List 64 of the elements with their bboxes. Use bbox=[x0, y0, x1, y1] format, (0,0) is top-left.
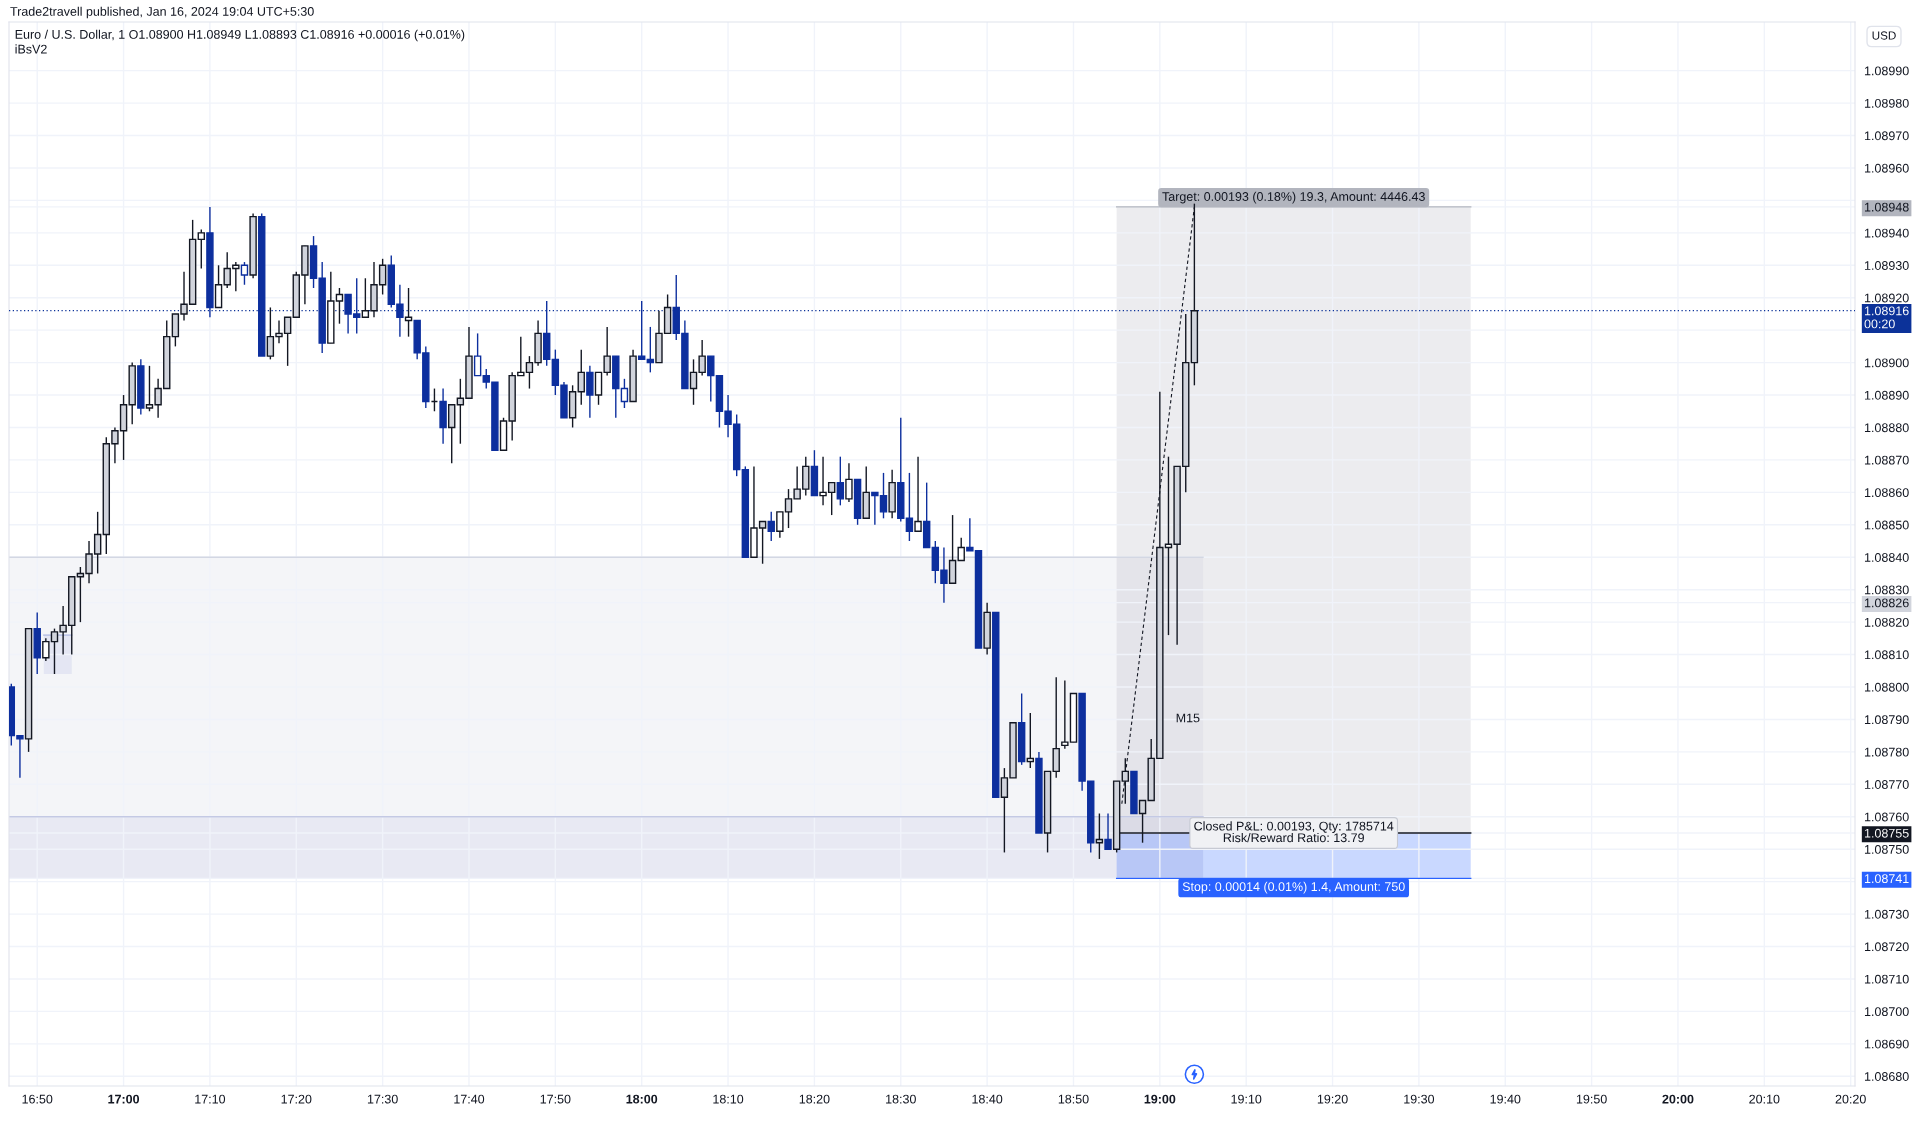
x-tick-label: 18:30 bbox=[886, 1094, 916, 1104]
x-tick-label: 19:30 bbox=[1404, 1094, 1435, 1104]
ref-line-label: 1.08916 00:20 bbox=[1864, 306, 1909, 329]
x-tick-label: 20:00 bbox=[1662, 1094, 1694, 1104]
x-tick-label: 17:30 bbox=[367, 1094, 398, 1104]
x-tick-label: 19:20 bbox=[1317, 1094, 1348, 1104]
y-tick-label: 1.08980 bbox=[1864, 98, 1909, 108]
y-tick-label: 1.08900 bbox=[1864, 358, 1909, 368]
y-tick-label: 1.08680 bbox=[1864, 1072, 1909, 1081]
x-tick-label: 18:10 bbox=[713, 1094, 744, 1104]
y-tick-label: 1.08810 bbox=[1864, 650, 1909, 660]
x-tick-label: 17:00 bbox=[108, 1094, 140, 1104]
y-tick-label: 1.08940 bbox=[1864, 228, 1909, 238]
y-tick-label: 1.08730 bbox=[1864, 909, 1909, 919]
text: Euro / U.S. Dollar, 1 O1.08900 H1.08949 L1.08893 C1.08916 +0.00016 (+0.01%) bbox=[15, 29, 465, 42]
x-tick-label: 19:50 bbox=[1576, 1094, 1607, 1104]
y-tick-label: 1.08800 bbox=[1864, 682, 1909, 692]
x-tick-label: 18:20 bbox=[799, 1094, 830, 1104]
x-tick-label: 17:50 bbox=[540, 1094, 571, 1104]
y-tick-label: 1.08760 bbox=[1864, 812, 1909, 822]
x-tick-label: 18:50 bbox=[1058, 1094, 1089, 1104]
x-tick-label: 19:00 bbox=[1144, 1094, 1176, 1104]
x-tick-label: 18:40 bbox=[972, 1094, 1003, 1104]
y-tick-label: 1.08960 bbox=[1864, 163, 1909, 173]
y-tick-label: 1.08860 bbox=[1864, 488, 1909, 498]
x-tick-label: 17:10 bbox=[195, 1094, 226, 1104]
y-tick-label: 1.08930 bbox=[1864, 261, 1909, 270]
x-tick-label: 16:50 bbox=[22, 1094, 53, 1104]
y-tick-label: 1.08780 bbox=[1864, 747, 1909, 757]
y-tick-label: 1.08710 bbox=[1864, 974, 1909, 984]
y-tick-label: 1.08880 bbox=[1864, 423, 1909, 433]
text: iBsV2 bbox=[15, 44, 47, 54]
text: USD bbox=[1872, 31, 1896, 40]
y-tick-label: 1.08948 bbox=[1864, 202, 1909, 212]
annotation: Target: 0.00193 (0.18%) 19.3, Amount: 4446.43 bbox=[1162, 191, 1425, 204]
y-tick-label: 1.08741 bbox=[1864, 874, 1909, 884]
y-tick-label: 1.08920 bbox=[1864, 293, 1909, 303]
y-tick-label: 1.08830 bbox=[1864, 585, 1909, 595]
y-tick-label: 1.08990 bbox=[1864, 66, 1909, 76]
x-tick-label: 17:20 bbox=[281, 1094, 312, 1104]
y-tick-label: 1.08826 bbox=[1864, 598, 1909, 608]
y-tick-label: 1.08850 bbox=[1864, 520, 1909, 530]
text: Trade2travell published, Jan 16, 2024 19:04 UTC+5:30 bbox=[10, 6, 314, 19]
y-tick-label: 1.08970 bbox=[1864, 131, 1909, 141]
annotation: Closed P&L: 0.00193, Qty: 1785714 Risk/Reward Ratio: 13.79 bbox=[1194, 821, 1394, 843]
y-tick-label: 1.08890 bbox=[1864, 390, 1909, 400]
y-tick-label: 1.08700 bbox=[1864, 1007, 1909, 1017]
x-tick-label: 19:40 bbox=[1490, 1094, 1521, 1104]
x-tick-label: 17:40 bbox=[454, 1094, 485, 1104]
y-tick-label: 1.08750 bbox=[1864, 845, 1909, 854]
y-tick-label: 1.08790 bbox=[1864, 715, 1909, 725]
x-tick-label: 20:10 bbox=[1749, 1094, 1780, 1104]
annotation: M15 bbox=[1176, 713, 1200, 723]
y-tick-label: 1.08770 bbox=[1864, 780, 1909, 789]
y-tick-label: 1.08840 bbox=[1864, 553, 1909, 562]
y-tick-label: 1.08870 bbox=[1864, 455, 1909, 465]
y-tick-label: 1.08720 bbox=[1864, 942, 1909, 952]
x-tick-label: 18:00 bbox=[626, 1094, 658, 1104]
y-tick-label: 1.08690 bbox=[1864, 1039, 1909, 1049]
x-tick-label: 19:10 bbox=[1231, 1094, 1262, 1104]
y-tick-label: 1.08755 bbox=[1864, 828, 1909, 838]
y-tick-label: 1.08820 bbox=[1864, 617, 1909, 627]
annotation: Stop: 0.00014 (0.01%) 1.4, Amount: 750 bbox=[1182, 881, 1405, 894]
x-tick-label: 20:20 bbox=[1835, 1094, 1866, 1104]
